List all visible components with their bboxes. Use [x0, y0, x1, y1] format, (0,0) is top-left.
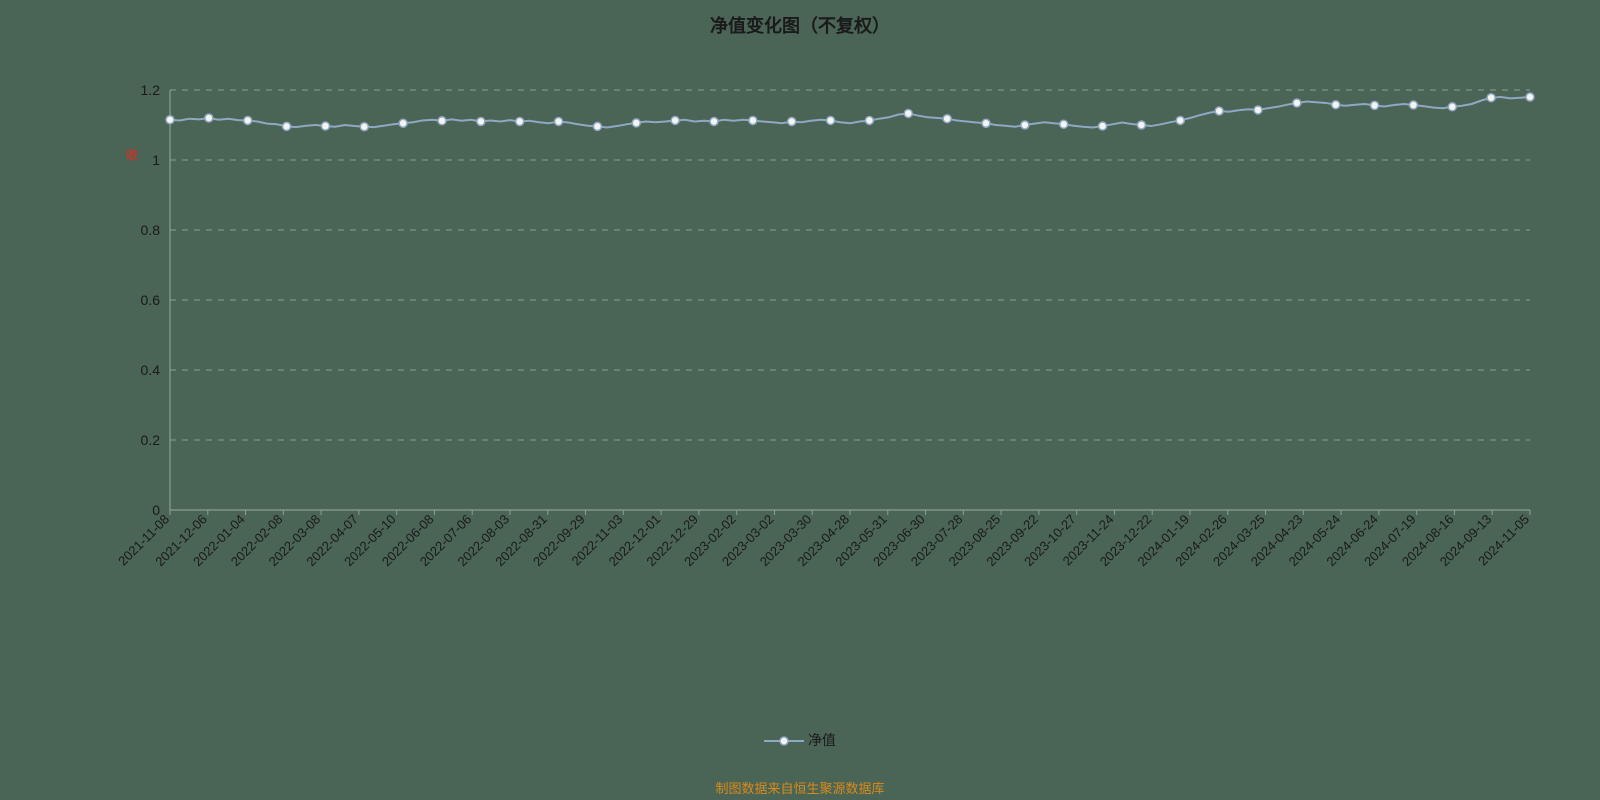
chart-container: 净值变化图（不复权） 收 00.20.40.60.811.22021-11-08…	[0, 0, 1600, 800]
legend-label: 净值	[808, 732, 836, 748]
chart-legend: 净值	[0, 730, 1600, 750]
legend-marker-icon	[764, 734, 804, 748]
svg-text:1.2: 1.2	[141, 82, 161, 98]
svg-text:0.8: 0.8	[141, 222, 161, 238]
chart-plot-area: 00.20.40.60.811.22021-11-082021-12-06202…	[110, 80, 1540, 660]
chart-title: 净值变化图（不复权）	[0, 12, 1600, 38]
svg-text:1: 1	[152, 152, 160, 168]
svg-text:0.6: 0.6	[141, 292, 161, 308]
svg-text:0.2: 0.2	[141, 432, 161, 448]
svg-text:0.4: 0.4	[141, 362, 161, 378]
chart-footnote: 制图数据来自恒生聚源数据库	[0, 778, 1600, 797]
